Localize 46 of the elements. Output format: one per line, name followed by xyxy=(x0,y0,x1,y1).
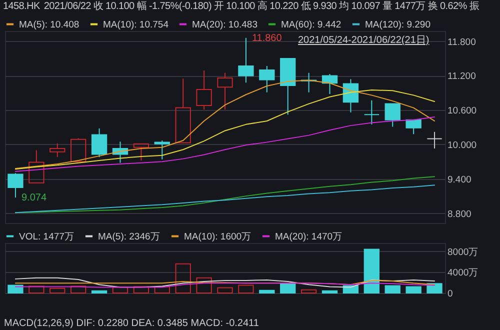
y-tick-label: 10.600 xyxy=(448,106,477,117)
y-tick-label: 11.200 xyxy=(448,71,476,82)
legend-label: MA(20): 10.483 xyxy=(192,19,258,30)
bar xyxy=(196,277,212,294)
bar xyxy=(8,284,24,294)
line-series xyxy=(14,184,436,214)
bar xyxy=(70,286,86,294)
bar xyxy=(426,283,442,294)
bar xyxy=(364,248,380,294)
annotation: 11.860 xyxy=(252,32,282,44)
legend-label: MA(120): 9.290 xyxy=(365,19,430,30)
legend-label: MA(60): 9.442 xyxy=(281,19,342,30)
annotation: 2021/05/24-2021/06/22(21日) xyxy=(298,34,430,47)
bar xyxy=(406,286,422,294)
bar xyxy=(133,286,150,294)
y-tick-label: 9.400 xyxy=(448,174,472,186)
y-tick-label: 11.800 xyxy=(448,36,476,48)
chart-title: 1458.HK xyxy=(3,1,40,12)
bar xyxy=(175,263,191,294)
candlestick xyxy=(364,100,380,125)
legend-label: VOL: 1477万 xyxy=(19,231,74,242)
bar xyxy=(300,289,317,294)
legend-label: MA(20): 1470万 xyxy=(275,231,343,242)
legend-label: MA(10): 1600万 xyxy=(184,231,252,242)
bar xyxy=(280,283,296,294)
line-series xyxy=(14,277,436,288)
bar xyxy=(91,290,108,294)
y-tick-label: 4000万 xyxy=(448,268,479,279)
bar xyxy=(259,290,275,294)
bar xyxy=(384,285,400,294)
candlestick xyxy=(238,37,254,84)
bar xyxy=(322,290,338,294)
y-tick-label: 8000万 xyxy=(448,246,479,258)
bar xyxy=(217,287,233,294)
legend-label: MA(5): 10.408 xyxy=(19,19,80,30)
text: MACD(12,26,9) DIF: 0.2280 DEA: 0.3485 MACD: -0.2411 xyxy=(4,318,259,329)
bar xyxy=(50,288,66,294)
legend-label: MA(10): 10.754 xyxy=(103,19,168,30)
bar xyxy=(238,284,254,294)
annotation: 9.074 xyxy=(21,192,47,204)
y-tick-label: 0 xyxy=(448,288,453,300)
bar xyxy=(28,286,44,294)
y-tick-label: 8.800 xyxy=(448,208,472,220)
legend-label: MA(5): 2346万 xyxy=(98,231,160,242)
chart-subtitle: 2021/06/22 收 10.100 幅 -1.75%(-0.180) 开 10.100 高 10.220 低 9.930 均 10.097 量 1477万 换 0.62% 振 xyxy=(44,1,480,12)
y-tick-label: 10.000 xyxy=(448,140,477,151)
